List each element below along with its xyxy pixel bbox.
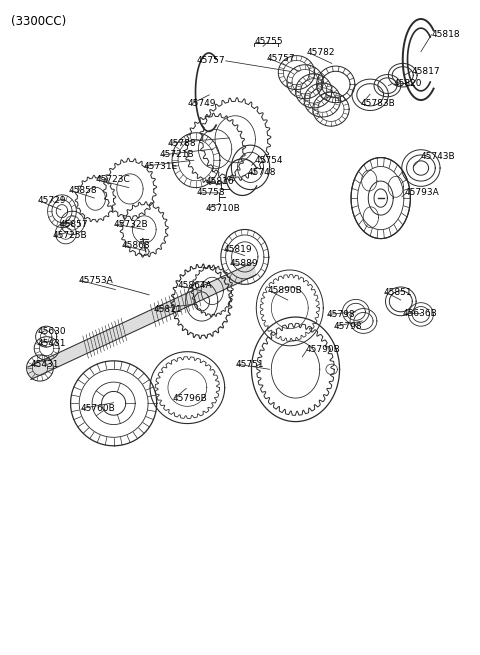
Text: 45796B: 45796B — [173, 394, 208, 403]
Text: 45758: 45758 — [197, 189, 226, 197]
Text: 45760B: 45760B — [80, 404, 115, 413]
Text: 45729: 45729 — [37, 196, 66, 205]
Text: 45788: 45788 — [167, 139, 196, 147]
Text: 45755: 45755 — [254, 37, 283, 46]
Text: 45731E: 45731E — [144, 162, 178, 170]
Text: 45890B: 45890B — [268, 286, 302, 295]
Text: 45710B: 45710B — [205, 204, 240, 213]
Text: 45751: 45751 — [235, 360, 264, 369]
Text: 45868: 45868 — [121, 241, 150, 250]
Text: 45816: 45816 — [205, 177, 234, 185]
Text: 45431: 45431 — [37, 339, 66, 348]
Text: 45793A: 45793A — [405, 189, 439, 197]
Text: 45798: 45798 — [326, 310, 355, 319]
Polygon shape — [28, 263, 256, 379]
Text: (3300CC): (3300CC) — [11, 15, 66, 28]
Text: 45782: 45782 — [307, 48, 336, 58]
Text: 45864A: 45864A — [178, 281, 213, 290]
Text: 45790B: 45790B — [305, 345, 340, 354]
Text: 45748: 45748 — [247, 168, 276, 177]
Text: 45743B: 45743B — [421, 152, 456, 160]
Text: 45820: 45820 — [393, 79, 421, 88]
Text: 45819: 45819 — [224, 244, 252, 253]
Text: 45811: 45811 — [154, 305, 182, 314]
Text: 45754: 45754 — [254, 157, 283, 165]
Text: 45721B: 45721B — [159, 151, 194, 159]
Text: 45757: 45757 — [197, 56, 226, 66]
Text: 45783B: 45783B — [360, 99, 396, 108]
Text: 45636B: 45636B — [403, 309, 437, 318]
Text: 45757: 45757 — [266, 54, 295, 63]
Text: 45732B: 45732B — [114, 219, 148, 229]
Text: 45818: 45818 — [432, 30, 460, 39]
Text: 45630: 45630 — [37, 327, 66, 336]
Text: 45753A: 45753A — [78, 276, 113, 285]
Text: 45431: 45431 — [30, 360, 59, 369]
Text: 45851: 45851 — [384, 288, 412, 297]
Text: 45858: 45858 — [69, 186, 97, 195]
Text: 45889: 45889 — [229, 259, 258, 268]
Text: 45798: 45798 — [334, 322, 362, 331]
Text: 45723C: 45723C — [96, 176, 130, 184]
Text: 45857: 45857 — [60, 219, 89, 229]
Text: 45749: 45749 — [187, 100, 216, 109]
Text: 45817: 45817 — [411, 67, 440, 76]
Text: 45725B: 45725B — [52, 231, 87, 240]
